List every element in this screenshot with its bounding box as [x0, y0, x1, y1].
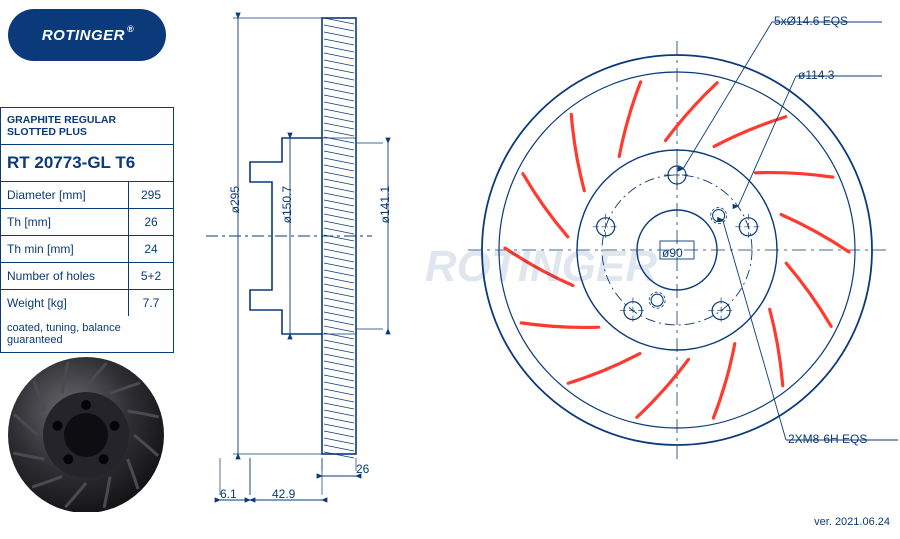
- spec-label: Diameter [mm]: [1, 182, 129, 208]
- product-line: GRAPHITE REGULAR SLOTTED PLUS: [1, 108, 173, 145]
- spec-value: 24: [129, 236, 173, 262]
- dim-thickness: 26: [356, 462, 369, 476]
- spec-value: 5+2: [129, 263, 173, 289]
- spec-row: Diameter [mm]295: [1, 182, 173, 209]
- dim-hub-depth: 42.9: [272, 487, 295, 501]
- spec-label: Th [mm]: [1, 209, 129, 235]
- dim-hub-step: ø141.1: [378, 186, 392, 223]
- part-number: RT 20773-GL T6: [1, 145, 173, 182]
- product-photo: [0, 340, 172, 512]
- spec-row: Th [mm]26: [1, 209, 173, 236]
- version-text: ver. 2021.06.24: [814, 516, 890, 528]
- technical-drawing: ROTINGER ø295 ø150.7 ø141.1 ø114.3 5xØ14…: [182, 0, 900, 534]
- spec-row: Number of holes5+2: [1, 263, 173, 290]
- spec-value: 7.7: [129, 290, 173, 316]
- spec-table: GRAPHITE REGULAR SLOTTED PLUS RT 20773-G…: [0, 107, 174, 353]
- dim-offset: 6.1: [220, 487, 237, 501]
- dim-center-bore: ø90: [662, 246, 683, 260]
- dim-bolt-spec: 5xØ14.6 EQS: [774, 14, 848, 28]
- dim-bolt-circle: ø114.3: [798, 68, 834, 82]
- spec-label: Th min [mm]: [1, 236, 129, 262]
- dim-flange-dia: ø150.7: [280, 186, 294, 223]
- spec-label: Number of holes: [1, 263, 129, 289]
- brand-logo: ROTINGER: [8, 9, 166, 61]
- spec-value: 26: [129, 209, 173, 235]
- spec-label: Weight [kg]: [1, 290, 129, 316]
- spec-row: Weight [kg]7.7: [1, 290, 173, 316]
- spec-row: Th min [mm]24: [1, 236, 173, 263]
- dim-threaded: 2XM8-6H EQS: [788, 432, 867, 446]
- dim-outer-dia: ø295: [228, 186, 242, 213]
- spec-value: 295: [129, 182, 173, 208]
